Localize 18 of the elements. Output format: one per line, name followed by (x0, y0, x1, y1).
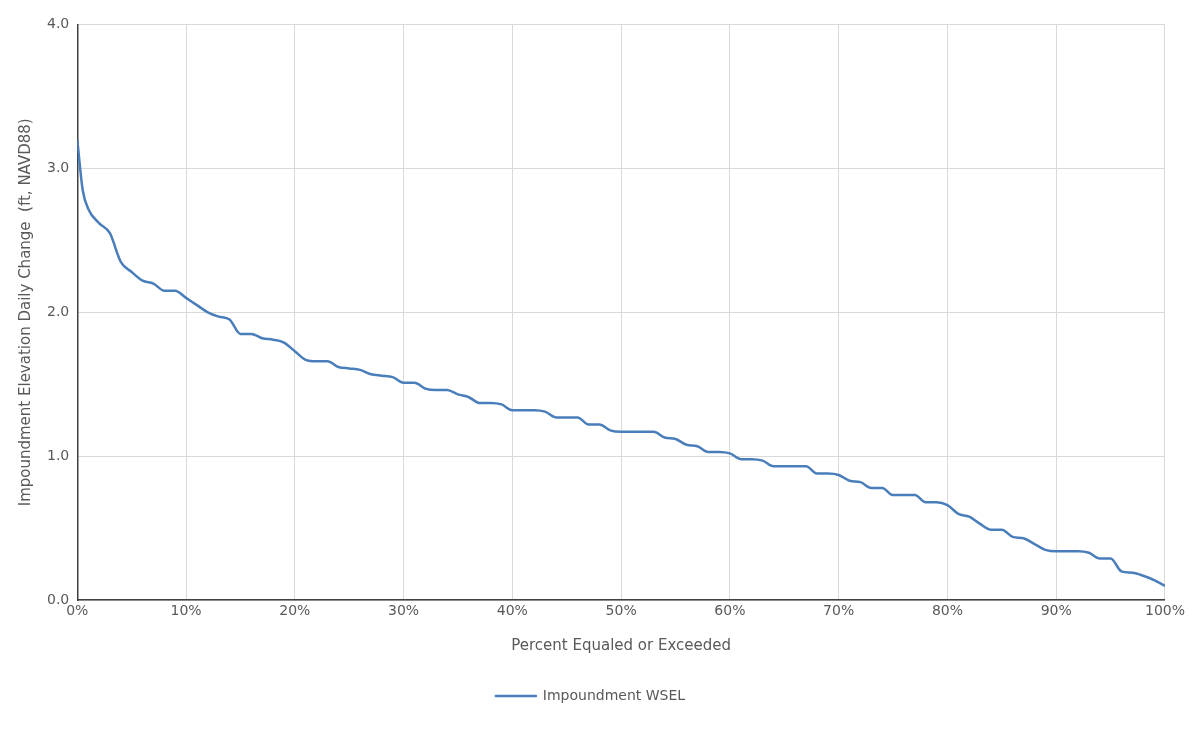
x-tick-label: 40% (496, 602, 528, 619)
x-tick-label: 80% (931, 602, 964, 619)
x-tick-label: 20% (279, 602, 311, 619)
x-tick-label: 10% (170, 602, 202, 619)
y-tick-label: 3.0 (47, 158, 70, 175)
x-axis-title: Percent Equaled or Exceeded (511, 635, 732, 654)
x-tick-label: 60% (714, 602, 746, 619)
x-tick-label: 100% (1144, 602, 1185, 619)
x-tick-label: 70% (823, 602, 855, 619)
y-tick-label: 4.0 (47, 15, 70, 32)
y-axis-title: Impoundment Elevation Daily Change (ft, NAVD88) (15, 118, 34, 507)
y-tick-label: 2.0 (47, 302, 70, 319)
x-tick-label: 50% (605, 602, 637, 619)
y-tick-label: 1.0 (47, 446, 70, 463)
x-tick-label: 30% (388, 602, 420, 619)
legend-label: Impoundment WSEL (542, 686, 686, 703)
line-series (77, 138, 1165, 588)
x-tick-label: 90% (1040, 602, 1072, 619)
